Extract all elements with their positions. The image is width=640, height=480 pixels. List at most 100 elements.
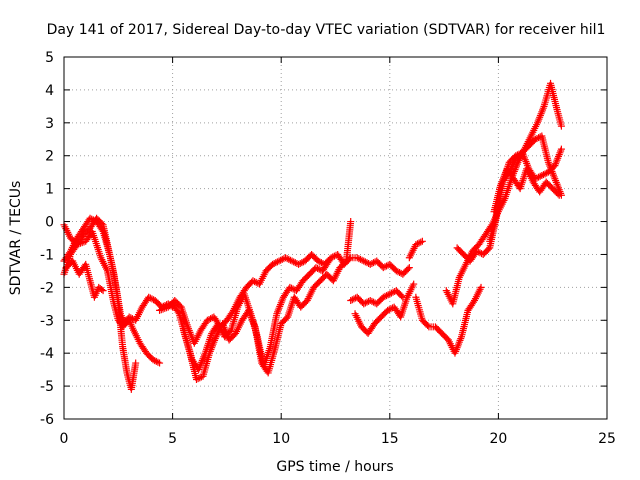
data-point — [99, 287, 107, 295]
data-point — [282, 254, 290, 262]
data-point — [355, 255, 363, 263]
plot-frame — [63, 56, 608, 420]
data-point — [314, 264, 322, 272]
data-point — [361, 299, 369, 307]
data-point — [541, 170, 549, 178]
data-point — [194, 375, 202, 383]
data-point — [192, 376, 200, 384]
data-point — [205, 315, 213, 323]
data-point — [535, 173, 543, 181]
data-point — [291, 259, 299, 267]
data-point — [145, 293, 153, 301]
data-point — [538, 171, 546, 179]
data-point — [418, 237, 426, 245]
data-point — [296, 260, 304, 268]
y-tick-label: 4 — [45, 83, 54, 99]
data-series — [62, 257, 107, 301]
data-point — [554, 190, 562, 198]
grid-lines — [64, 57, 607, 419]
data-point — [270, 260, 278, 268]
data-point — [154, 358, 162, 366]
data-point — [347, 218, 355, 226]
data-point — [398, 292, 406, 300]
y-tick-label: -5 — [40, 379, 54, 395]
data-point — [298, 259, 306, 267]
data-point — [228, 308, 236, 316]
data-point — [275, 257, 283, 265]
data-point — [329, 253, 337, 261]
x-tick-label: 5 — [168, 431, 177, 447]
axis-ticks — [63, 56, 608, 420]
y-tick-label: 2 — [45, 149, 54, 165]
data-point — [324, 259, 332, 267]
data-point — [146, 294, 154, 302]
data-point — [381, 263, 389, 271]
data-series — [490, 165, 563, 216]
y-tick-label: -6 — [40, 412, 54, 428]
data-point — [272, 259, 280, 267]
x-tick-label: 0 — [60, 431, 69, 447]
data-point — [557, 145, 565, 153]
data-point — [347, 297, 355, 305]
y-tick-label: -1 — [40, 247, 54, 263]
data-point — [269, 260, 277, 268]
data-point — [383, 292, 391, 300]
x-axis-label: GPS time / hours — [276, 459, 393, 475]
data-point — [417, 238, 425, 246]
data-point — [286, 256, 294, 264]
data-point — [363, 259, 371, 267]
data-series — [412, 283, 485, 357]
data-point — [312, 264, 320, 272]
data-point — [385, 306, 393, 314]
data-series — [347, 287, 407, 308]
data-series — [405, 237, 426, 262]
data-point — [368, 297, 376, 305]
data-point — [531, 135, 539, 143]
data-point — [295, 260, 303, 268]
data-point — [203, 316, 211, 324]
x-tick-label: 15 — [381, 431, 399, 447]
y-tick-label: 0 — [45, 215, 54, 231]
data-series — [179, 218, 355, 384]
data-point — [356, 255, 364, 263]
data-point — [381, 292, 389, 300]
data-point — [65, 249, 73, 257]
x-tick-label: 10 — [272, 431, 290, 447]
data-point — [557, 122, 565, 130]
data-point — [348, 296, 356, 304]
data-point — [132, 359, 140, 367]
data-point — [288, 257, 296, 265]
y-tick-label: 1 — [45, 182, 54, 198]
data-point — [360, 257, 368, 265]
x-tick-label: 20 — [489, 431, 507, 447]
data-point — [536, 172, 544, 180]
data-point — [86, 214, 94, 222]
data-points — [60, 79, 565, 393]
y-tick-label: -4 — [40, 346, 54, 362]
data-point — [477, 283, 485, 291]
data-point — [386, 290, 394, 298]
data-point — [413, 240, 421, 248]
data-point — [368, 260, 376, 268]
data-point — [286, 283, 294, 291]
data-point — [314, 257, 322, 265]
chart-title: Day 141 of 2017, Sidereal Day-to-day VTE… — [47, 22, 606, 38]
data-point — [394, 268, 402, 276]
data-point — [539, 171, 547, 179]
x-tick-label: 25 — [598, 431, 616, 447]
data-point — [290, 258, 298, 266]
data-point — [474, 248, 482, 256]
data-point — [273, 258, 281, 266]
data-point — [379, 264, 387, 272]
data-point — [410, 280, 418, 288]
data-point — [424, 322, 432, 330]
y-axis-label: SDTVAR / TECUs — [8, 181, 24, 296]
tick-labels: 0 5 10 15 20 25 -6 -5 -4 -3 -2 -1 0 1 2 3 4 5 — [40, 50, 616, 447]
data-point — [469, 298, 477, 306]
data-point — [387, 289, 395, 297]
data-point — [283, 255, 291, 263]
data-point — [149, 356, 157, 364]
data-point — [278, 255, 286, 263]
data-point — [415, 239, 423, 247]
